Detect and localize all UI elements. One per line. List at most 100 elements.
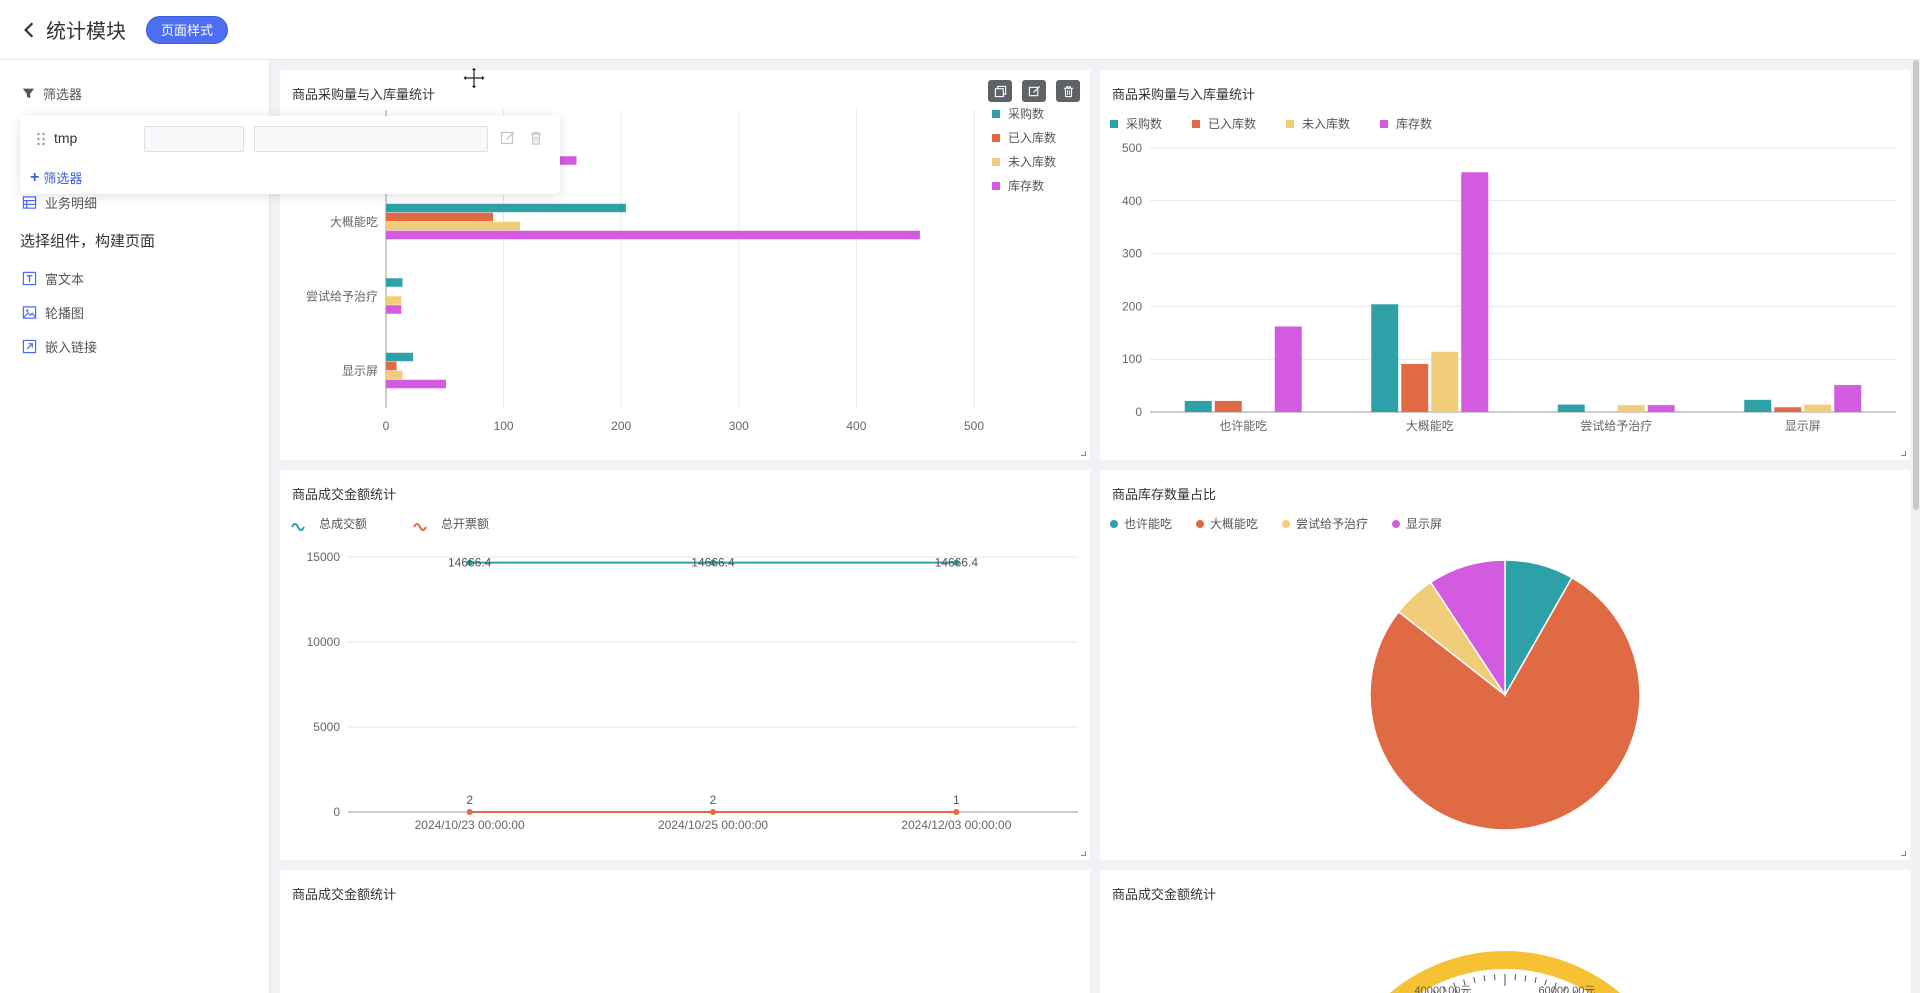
panel-inventory-pie[interactable]: 商品库存数量占比 也许能吃 大概能吃 尝试给予治疗 显示屏 bbox=[1100, 470, 1910, 860]
bar bbox=[386, 379, 446, 389]
y-tick-label: 100 bbox=[1122, 352, 1142, 366]
data-label: 14666.4 bbox=[448, 556, 492, 570]
legend-swatch bbox=[1110, 120, 1118, 128]
gauge-tick bbox=[1453, 982, 1458, 993]
legend-swatch bbox=[1286, 120, 1294, 128]
pie-slice bbox=[1429, 559, 1506, 698]
gauge-tick bbox=[1563, 986, 1567, 993]
bar bbox=[386, 370, 403, 380]
legend-swatch bbox=[992, 158, 1000, 166]
resize-handle[interactable] bbox=[1081, 451, 1086, 456]
legend-label: 已入库数 bbox=[1208, 116, 1256, 131]
bar bbox=[1617, 405, 1645, 412]
filter-field-select[interactable] bbox=[144, 126, 244, 152]
gauge-tick bbox=[1534, 977, 1537, 984]
x-tick-label: 2024/10/23 00:00:00 bbox=[415, 818, 525, 832]
y-tick-label: 大概能吃 bbox=[330, 215, 378, 229]
y-tick-label: 200 bbox=[1122, 299, 1142, 313]
legend-swatch bbox=[1110, 520, 1118, 528]
bar bbox=[1184, 400, 1212, 412]
copy-button[interactable] bbox=[988, 80, 1012, 102]
bar bbox=[1401, 363, 1429, 412]
gauge-tick bbox=[1573, 990, 1577, 993]
panel-toolbar bbox=[988, 80, 1080, 102]
scrollbar-thumb[interactable] bbox=[1913, 60, 1919, 510]
x-tick-label: 2024/10/25 00:00:00 bbox=[658, 818, 768, 832]
image-icon bbox=[22, 306, 37, 319]
pie-chart: 也许能吃 大概能吃 尝试给予治疗 显示屏 bbox=[1110, 516, 1641, 831]
legend-label: 总开票额 bbox=[441, 517, 489, 531]
panel-transaction-line[interactable]: 商品成交金额统计 0 5000 10000 15000 2024/10/23 00:00… bbox=[280, 470, 1090, 860]
x-tick-label: 400 bbox=[846, 419, 866, 433]
data-point bbox=[466, 808, 473, 815]
bar bbox=[386, 278, 403, 287]
sidebar-item-business-detail[interactable]: 业务明细 bbox=[22, 193, 97, 212]
panel-title: 商品采购量与入库量统计 bbox=[1112, 87, 1256, 102]
y-tick-label: 500 bbox=[1122, 141, 1142, 155]
legend-swatch bbox=[992, 134, 1000, 142]
delete-icon[interactable] bbox=[528, 130, 544, 146]
resize-handle[interactable] bbox=[1081, 851, 1086, 856]
panel-title: 商品采购量与入库量统计 bbox=[292, 87, 436, 102]
gauge-tick bbox=[1483, 975, 1486, 982]
gauge-tick bbox=[1552, 982, 1557, 993]
filter-header[interactable]: 筛选器 bbox=[22, 84, 82, 103]
resize-handle[interactable] bbox=[1901, 851, 1906, 856]
page-style-button[interactable]: 页面样式 bbox=[146, 15, 229, 44]
bar bbox=[386, 352, 414, 362]
data-label: 14666.4 bbox=[935, 556, 979, 570]
x-tick-label: 显示屏 bbox=[1785, 419, 1821, 433]
data-point bbox=[710, 808, 716, 815]
bar bbox=[386, 230, 920, 240]
legend-swatch bbox=[1380, 120, 1388, 128]
line-chart: 0 5000 10000 15000 2024/10/23 00:00:00 2024/1… bbox=[291, 516, 1078, 832]
text-icon bbox=[22, 271, 37, 286]
x-tick-label: 0 bbox=[383, 419, 390, 433]
x-tick-label: 尝试给予治疗 bbox=[1580, 418, 1652, 433]
add-filter-button[interactable]: + 筛选器 bbox=[30, 168, 82, 187]
gauge-arc bbox=[1389, 951, 1621, 993]
data-label: 2 bbox=[710, 793, 717, 807]
data-label: 1 bbox=[953, 793, 960, 807]
section-title: 选择组件，构建页面 bbox=[20, 233, 156, 250]
component-carousel[interactable]: 轮播图 bbox=[22, 303, 84, 322]
edit-button[interactable] bbox=[1022, 80, 1046, 102]
component-rich-text[interactable]: 富文本 bbox=[22, 269, 84, 288]
copy-icon bbox=[994, 85, 1006, 97]
x-tick-label: 100 bbox=[494, 419, 514, 433]
y-tick-label: 300 bbox=[1122, 247, 1142, 261]
filter-name: tmp bbox=[54, 130, 78, 146]
component-embed-link[interactable]: 嵌入链接 bbox=[22, 337, 97, 356]
panel-purchase-vertical[interactable]: 商品采购量与入库量统计 0 100 200 300 400 500 也许能吃 大概能吃 尝试给予… bbox=[1100, 70, 1910, 460]
edit-icon[interactable] bbox=[500, 130, 516, 146]
y-tick-label: 显示屏 bbox=[342, 364, 378, 378]
bar bbox=[1274, 326, 1302, 412]
bar bbox=[386, 305, 402, 314]
panel-transaction-gauge[interactable]: 商品成交金额统计 40000.00元 60000.00元 bbox=[1100, 870, 1910, 993]
gauge-tick bbox=[1463, 979, 1466, 986]
legend-swatch bbox=[1196, 520, 1204, 528]
bar bbox=[1557, 404, 1585, 412]
back-button[interactable] bbox=[20, 21, 38, 39]
panel-transaction-5[interactable]: 商品成交金额统计 bbox=[280, 870, 1090, 993]
gauge-tick bbox=[1524, 975, 1527, 982]
top-bar: 统计模块 页面样式 bbox=[0, 0, 1920, 60]
gauge-tick-label: 60000.00元 bbox=[1539, 985, 1596, 993]
legend-label: 显示屏 bbox=[1406, 517, 1442, 531]
x-tick-label: 也许能吃 bbox=[1219, 419, 1267, 433]
panel-purchase-horizontal[interactable]: 商品采购量与入库量统计 0100200300400500也许能吃大概能吃尝试给予… bbox=[280, 70, 1090, 460]
sidebar-item-label: 业务明细 bbox=[45, 196, 98, 211]
resize-handle[interactable] bbox=[1901, 451, 1906, 456]
bar bbox=[386, 203, 626, 213]
panel-title: 商品成交金额统计 bbox=[292, 887, 397, 902]
gauge-chart: 40000.00元 60000.00元 bbox=[1389, 951, 1621, 993]
filter-value-input[interactable] bbox=[254, 126, 488, 152]
gauge-tick-label: 40000.00元 bbox=[1415, 985, 1472, 993]
delete-button[interactable] bbox=[1056, 80, 1080, 102]
legend-label: 尝试给予治疗 bbox=[1296, 516, 1368, 531]
pie-slice bbox=[1369, 576, 1641, 831]
drag-handle-icon[interactable] bbox=[36, 132, 46, 146]
legend-label: 大概能吃 bbox=[1210, 517, 1258, 531]
legend-swatch bbox=[992, 182, 1000, 190]
scrollbar-track[interactable] bbox=[1912, 60, 1920, 993]
